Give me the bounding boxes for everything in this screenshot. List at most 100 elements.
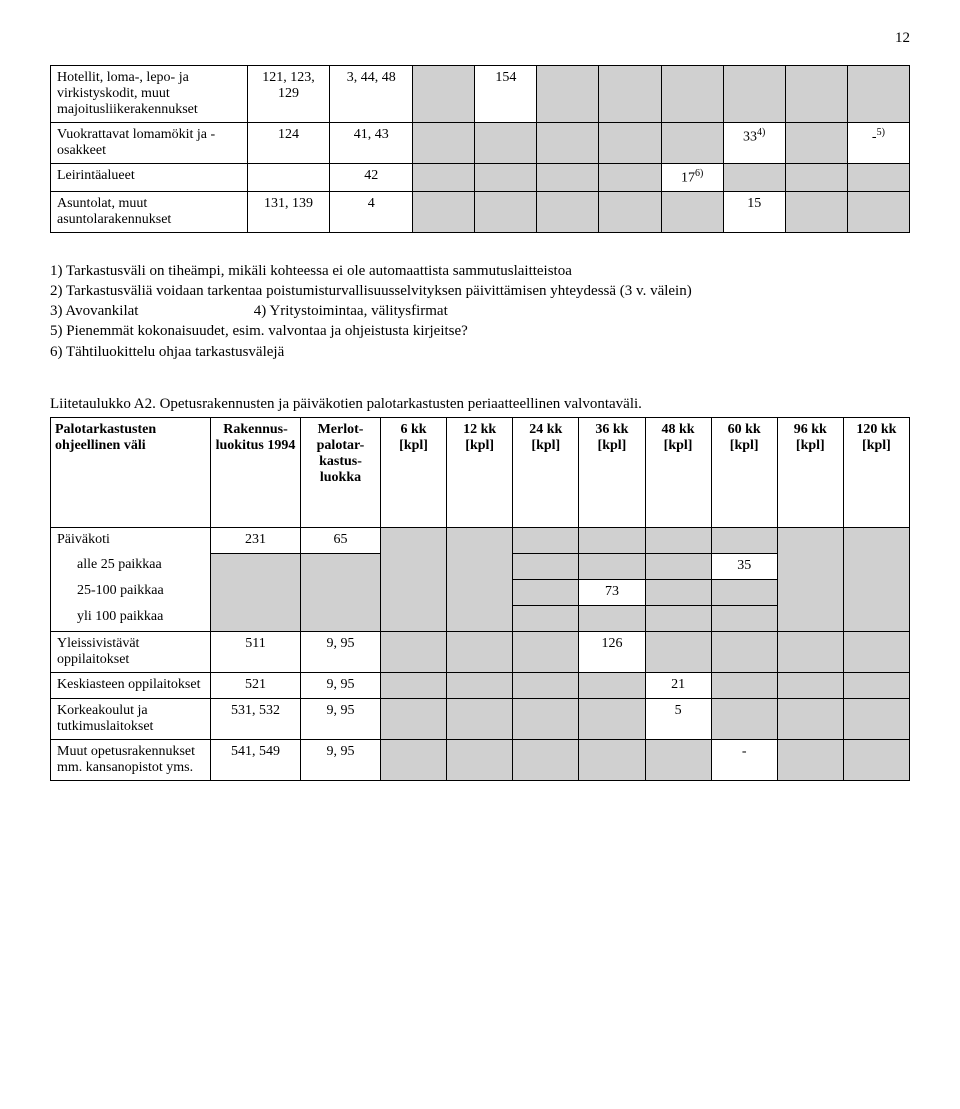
cell [843, 631, 909, 672]
cell [645, 553, 711, 579]
cell [537, 66, 599, 123]
cell [537, 191, 599, 232]
cell: 521 [211, 672, 301, 698]
cell: 541, 549 [211, 739, 301, 780]
cell [537, 123, 599, 164]
cell: 9, 95 [301, 631, 381, 672]
row-label: Hotellit, loma-, lepo- ja virkistyskodit… [51, 66, 248, 123]
h: [kpl] [399, 438, 428, 453]
cell-value: 17 [681, 171, 695, 186]
h: [kpl] [796, 438, 825, 453]
cell [599, 191, 661, 232]
cell [513, 672, 579, 698]
cell [579, 553, 645, 579]
cell [513, 605, 579, 631]
cell: 154 [475, 66, 537, 123]
row-label: Yleissivistävät oppilaitokset [51, 631, 211, 672]
cell: 15 [723, 191, 785, 232]
cell [513, 631, 579, 672]
h: 36 kk [595, 422, 628, 437]
footnote: 4) Yritystoimintaa, välitysfirmat [254, 303, 448, 319]
cell [843, 672, 909, 698]
cell [413, 191, 475, 232]
table-row: Leirintäalueet 42 176) [51, 164, 910, 192]
cell [645, 631, 711, 672]
cell [777, 739, 843, 780]
cell [475, 123, 537, 164]
cell [447, 527, 513, 631]
header: Palotarkastusten ohjeellinen väli [51, 417, 211, 527]
row-label: Asuntolat, muut asuntolarakennukset [51, 191, 248, 232]
cell [447, 672, 513, 698]
row-label: Keskiasteen oppilaitokset [51, 672, 211, 698]
h: [kpl] [730, 438, 759, 453]
row-label: 25-100 paikkaa [51, 579, 211, 605]
h: [kpl] [531, 438, 560, 453]
cell [711, 631, 777, 672]
header: 24 kk[kpl] [513, 417, 579, 527]
cell: 3, 44, 48 [330, 66, 413, 123]
cell [579, 739, 645, 780]
header: 96 kk[kpl] [777, 417, 843, 527]
row-label: Leirintäalueet [51, 164, 248, 192]
cell [785, 66, 847, 123]
cell: 21 [645, 672, 711, 698]
h: [kpl] [598, 438, 627, 453]
table-row: Asuntolat, muut asuntolarakennukset 131,… [51, 191, 910, 232]
cell [723, 66, 785, 123]
cell [579, 527, 645, 553]
cell: 131, 139 [247, 191, 330, 232]
header: Merlot-palotar-kastus-luokka [301, 417, 381, 527]
header: 12 kk[kpl] [447, 417, 513, 527]
header: 6 kk[kpl] [381, 417, 447, 527]
cell [843, 527, 909, 631]
header: Rakennus-luokitus 1994 [211, 417, 301, 527]
table-accommodation: Hotellit, loma-, lepo- ja virkistyskodit… [50, 65, 910, 233]
cell: 121, 123, 129 [247, 66, 330, 123]
cell [579, 605, 645, 631]
cell-sup: 6) [695, 168, 703, 179]
cell: 41, 43 [330, 123, 413, 164]
cell [661, 66, 723, 123]
cell [645, 739, 711, 780]
cell [785, 123, 847, 164]
cell-sup: 4) [757, 127, 765, 138]
footnote: 2) Tarkastusväliä voidaan tarkentaa pois… [50, 281, 910, 301]
cell [843, 698, 909, 739]
table-row: Vuokrattavat lomamökit ja -osakkeet 124 … [51, 123, 910, 164]
table-row: Päiväkoti 231 65 [51, 527, 910, 553]
cell [711, 579, 777, 605]
cell [645, 527, 711, 553]
h: 6 kk [401, 422, 427, 437]
h: [kpl] [465, 438, 494, 453]
cell [777, 527, 843, 631]
cell [599, 66, 661, 123]
table-row: Yleissivistävät oppilaitokset 511 9, 95 … [51, 631, 910, 672]
row-label: alle 25 paikkaa [51, 553, 211, 579]
cell [247, 164, 330, 192]
cell [513, 579, 579, 605]
h: 96 kk [794, 422, 827, 437]
cell [645, 579, 711, 605]
cell: 176) [661, 164, 723, 192]
cell [513, 739, 579, 780]
cell [777, 672, 843, 698]
cell [513, 527, 579, 553]
cell: 9, 95 [301, 698, 381, 739]
cell: 5 [645, 698, 711, 739]
cell [447, 631, 513, 672]
cell [847, 164, 909, 192]
row-label: Vuokrattavat lomamökit ja -osakkeet [51, 123, 248, 164]
cell: 9, 95 [301, 739, 381, 780]
cell: 124 [247, 123, 330, 164]
table-education: Palotarkastusten ohjeellinen väli Rakenn… [50, 417, 910, 781]
cell [301, 553, 381, 631]
cell: 126 [579, 631, 645, 672]
cell [579, 672, 645, 698]
footnote: 6) Tähtiluokittelu ohjaa tarkastusvälejä [50, 342, 910, 362]
h: 12 kk [463, 422, 496, 437]
cell [475, 191, 537, 232]
cell-sup: 5) [877, 127, 885, 138]
cell [447, 739, 513, 780]
cell: 65 [301, 527, 381, 553]
